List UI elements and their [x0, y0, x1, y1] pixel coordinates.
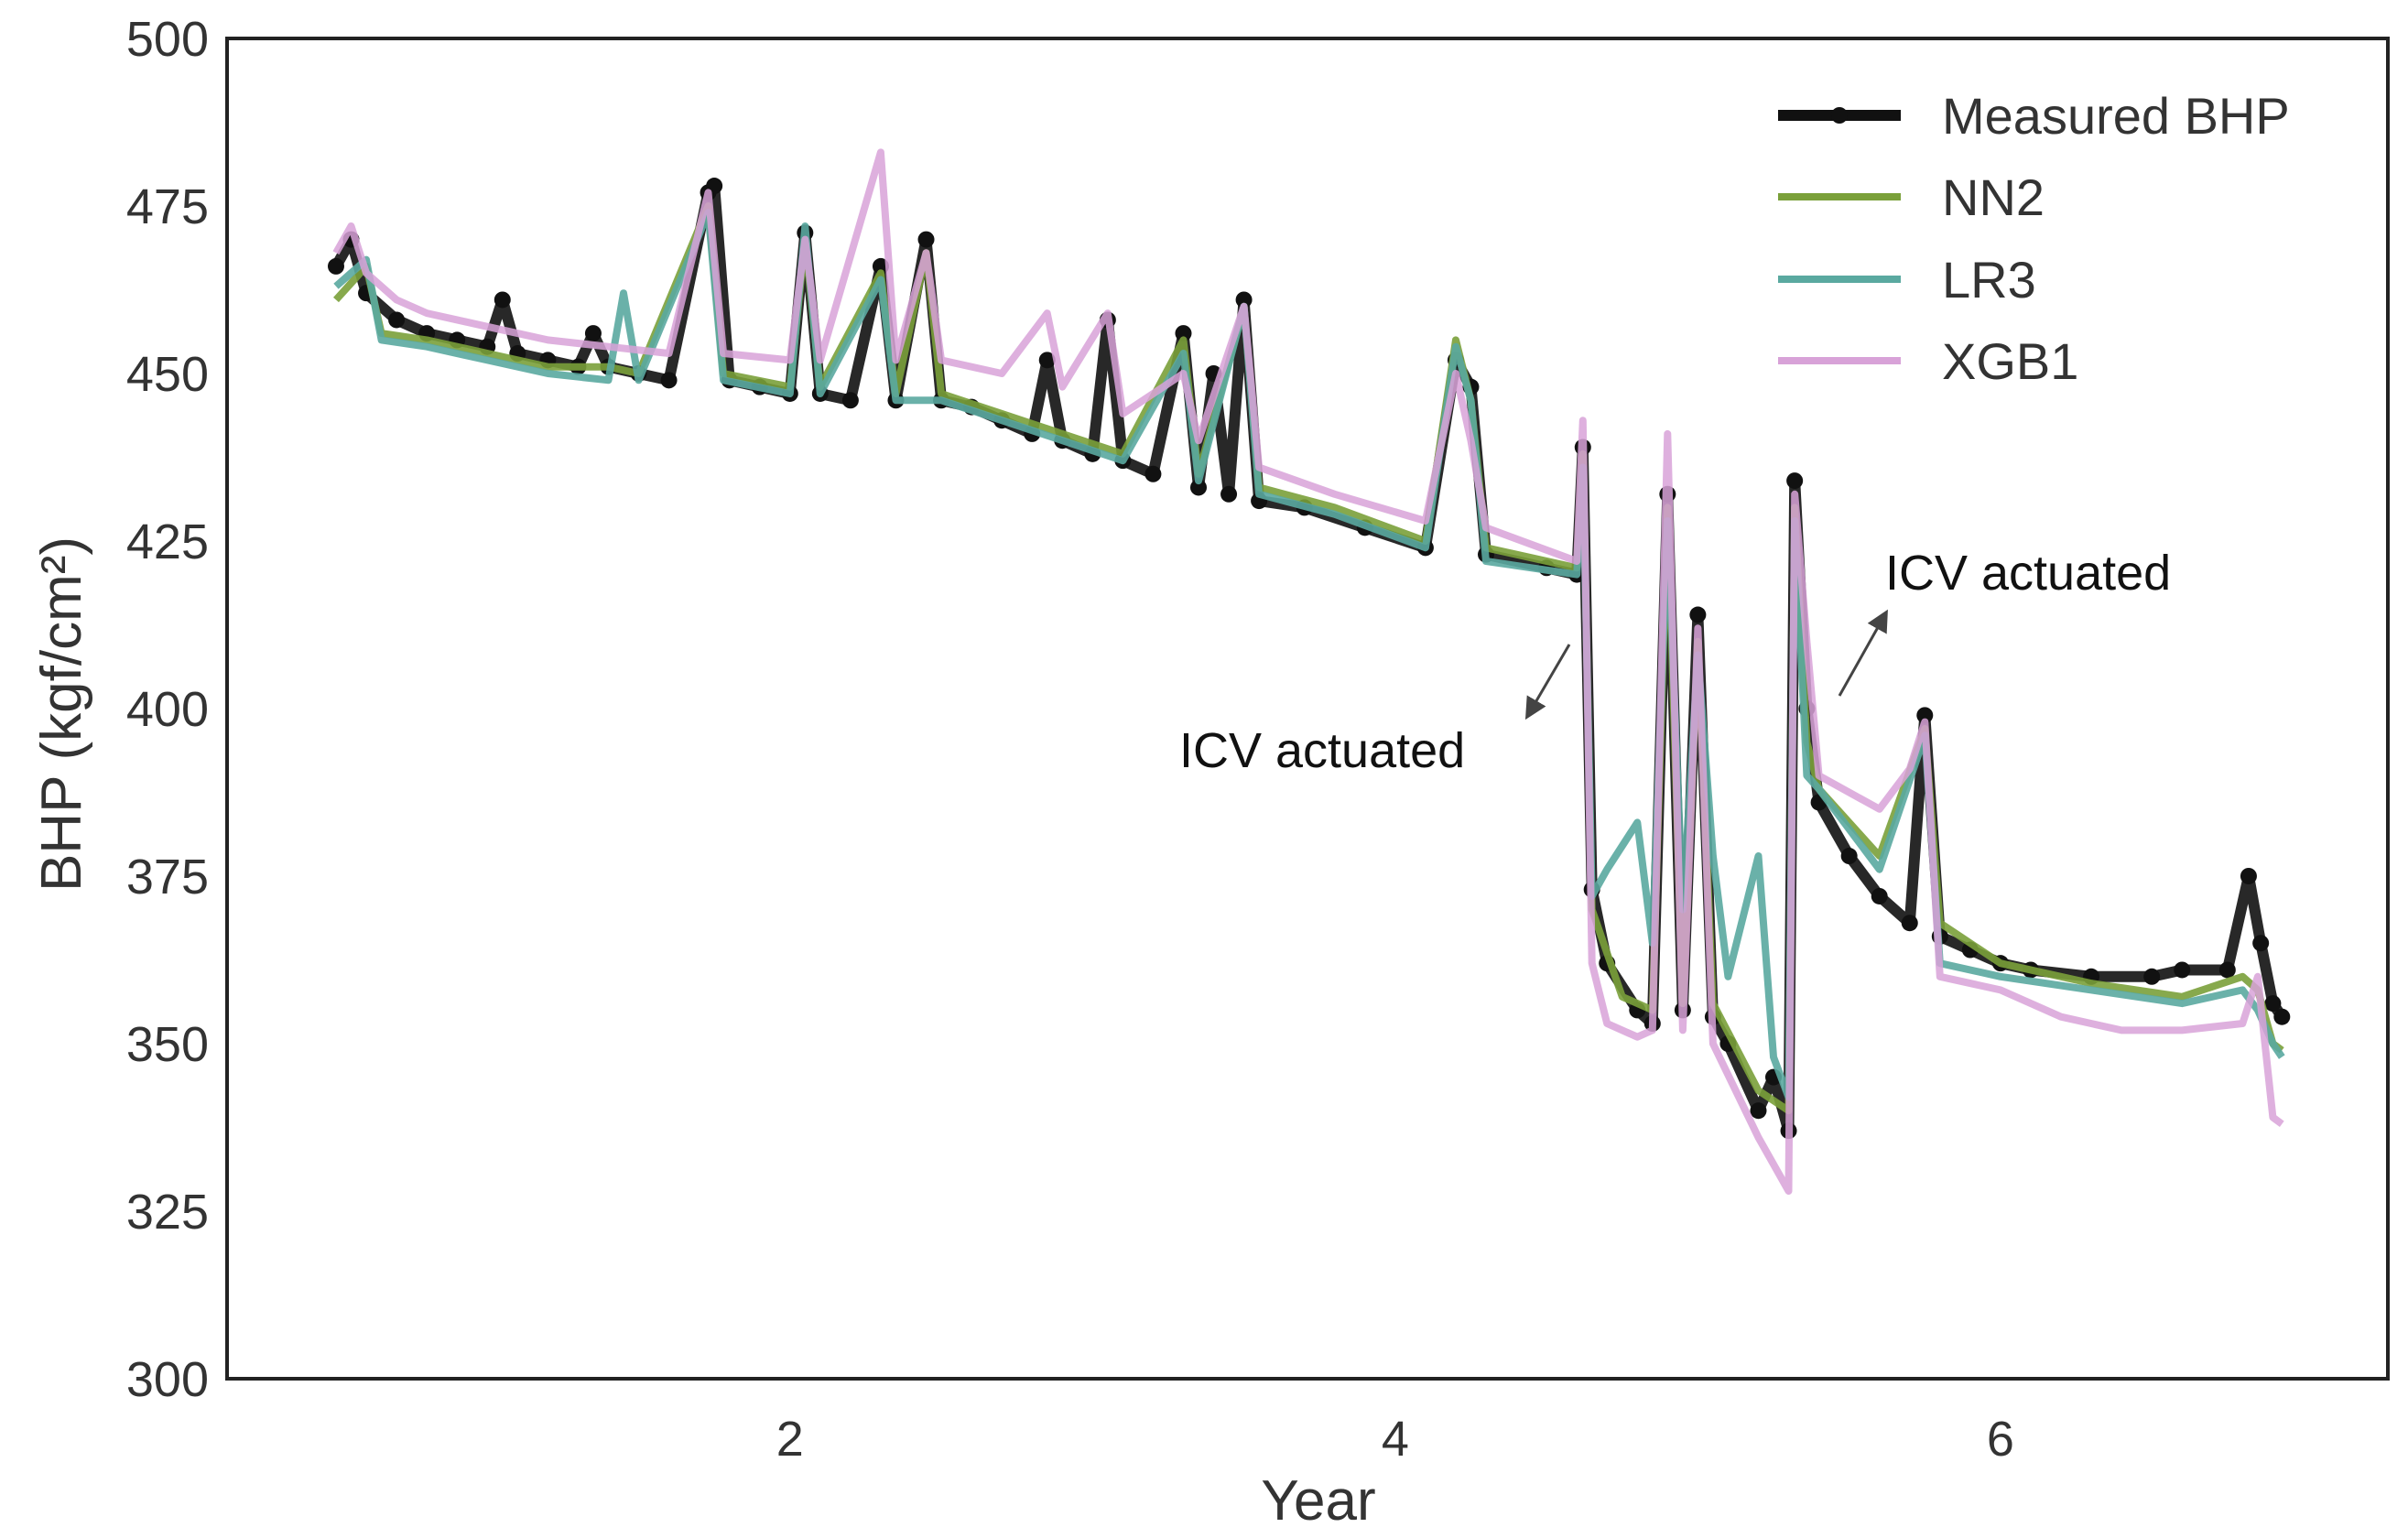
legend-item-nn2: NN2	[1778, 168, 2045, 226]
data-point-measured-bhp	[1901, 915, 1918, 932]
series-layer	[327, 148, 2291, 1195]
series-xgb1	[332, 148, 2284, 1195]
legend-item-lr3: LR3	[1778, 251, 2036, 309]
data-point-measured-bhp	[1175, 325, 1192, 342]
legend-marker-measured-bhp	[1831, 107, 1848, 124]
data-point-measured-bhp	[2143, 968, 2161, 985]
annotation-arrow-2	[1838, 609, 1888, 697]
legend-label-measured-bhp: Measured BHP	[1942, 87, 2290, 145]
legend: Measured BHP NN2 LR3 XGB1	[1778, 87, 2290, 390]
data-point-measured-bhp	[1750, 1102, 1767, 1120]
data-point-measured-bhp	[2273, 1008, 2291, 1025]
data-point-measured-bhp	[1220, 485, 1238, 503]
data-point-measured-bhp	[872, 257, 889, 275]
y-tick-label-425: 425	[126, 514, 209, 569]
legend-item-xgb1: XGB1	[1778, 332, 2078, 390]
y-tick-label-375: 375	[126, 850, 209, 904]
annotation-arrow-1	[1524, 644, 1571, 720]
data-point-measured-bhp	[2174, 961, 2191, 979]
legend-item-measured-bhp: Measured BHP	[1778, 87, 2290, 145]
data-point-measured-bhp	[388, 311, 406, 329]
y-axis-label: BHP (kgf/cm²)	[30, 536, 93, 892]
data-point-measured-bhp	[1144, 465, 1162, 482]
data-point-measured-bhp	[2252, 935, 2270, 952]
x-tick-label-6: 6	[1987, 1412, 2014, 1467]
series-line-xgb1	[332, 148, 2284, 1195]
data-point-measured-bhp	[327, 257, 344, 275]
legend-label-xgb1: XGB1	[1942, 332, 2078, 390]
x-tick-label-2: 2	[776, 1412, 804, 1467]
data-point-measured-bhp	[1190, 479, 1208, 496]
data-point-measured-bhp	[1840, 848, 1858, 865]
data-point-measured-bhp	[1786, 472, 1804, 490]
y-tick-label-450: 450	[126, 347, 209, 402]
y-tick-label-350: 350	[126, 1017, 209, 1072]
data-point-measured-bhp	[584, 325, 602, 342]
data-point-measured-bhp	[2218, 961, 2236, 979]
y-tick-label-400: 400	[126, 682, 209, 737]
data-point-measured-bhp	[1038, 352, 1056, 369]
data-point-measured-bhp	[2240, 868, 2257, 884]
plot-frame	[225, 37, 2390, 1381]
legend-label-nn2: NN2	[1942, 168, 2045, 226]
y-tick-label-475: 475	[126, 179, 209, 234]
data-point-measured-bhp	[1871, 887, 1888, 904]
x-tick-label-4: 4	[1382, 1412, 1409, 1467]
data-point-measured-bhp	[2264, 995, 2282, 1013]
data-point-measured-bhp	[1916, 707, 1934, 724]
x-axis-label: Year	[1261, 1469, 1375, 1533]
data-point-measured-bhp	[660, 372, 678, 389]
legend-label-lr3: LR3	[1942, 251, 2036, 309]
x-tick-labels: 2 4 6	[776, 1412, 2014, 1467]
annotations: ICV actuated ICV actuated	[1179, 546, 2171, 778]
annotation-icv-actuated-1: ICV actuated	[1179, 723, 1465, 778]
y-tick-labels: 300 325 350 375 400 425 450 475 500	[126, 12, 209, 1407]
data-point-measured-bhp	[917, 231, 935, 248]
data-point-measured-bhp	[1689, 606, 1707, 623]
y-tick-label-500: 500	[126, 12, 209, 67]
data-point-measured-bhp	[494, 291, 511, 309]
data-point-measured-bhp	[841, 392, 859, 409]
annotation-icv-actuated-2: ICV actuated	[1885, 546, 2171, 601]
y-tick-label-300: 300	[126, 1352, 209, 1407]
y-tick-label-325: 325	[126, 1185, 209, 1240]
data-point-measured-bhp	[1235, 291, 1253, 309]
